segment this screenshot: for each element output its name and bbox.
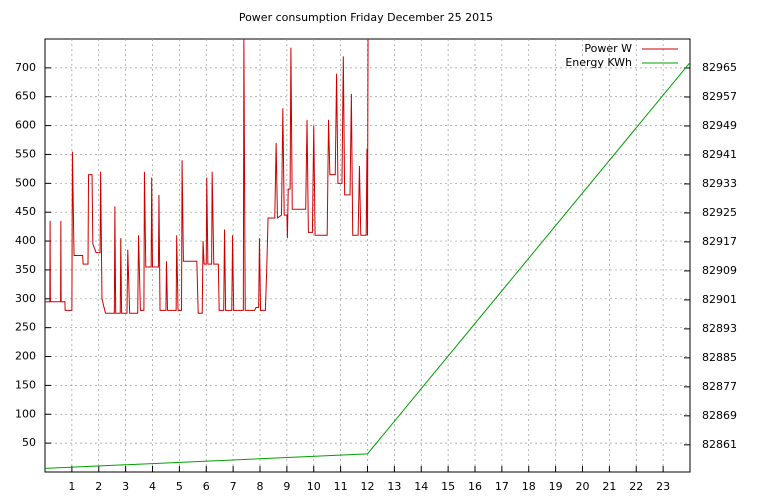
y-tick-label: 600 [15, 119, 36, 132]
x-tick-label: 4 [149, 480, 156, 493]
x-tick-label: 12 [361, 480, 375, 493]
y-tick-label: 150 [15, 378, 36, 391]
x-tick-label: 13 [387, 480, 401, 493]
x-tick-label: 7 [230, 480, 237, 493]
y2-tick-label: 82901 [702, 293, 737, 306]
x-tick-label: 20 [576, 480, 590, 493]
y2-tick-label: 82909 [702, 264, 737, 277]
y2-tick-label: 82893 [702, 322, 737, 335]
x-tick-label: 17 [495, 480, 509, 493]
x-tick-label: 6 [203, 480, 210, 493]
y-tick-label: 100 [15, 407, 36, 420]
x-tick-label: 23 [656, 480, 670, 493]
y2-tick-label: 82861 [702, 438, 737, 451]
y2-tick-label: 82877 [702, 380, 737, 393]
y2-tick-label: 82957 [702, 90, 737, 103]
y2-tick-label: 82885 [702, 351, 737, 364]
x-tick-label: 18 [522, 480, 536, 493]
x-tick-label: 8 [257, 480, 264, 493]
x-tick-label: 1 [68, 480, 75, 493]
y-tick-label: 400 [15, 234, 36, 247]
chart-title: Power consumption Friday December 25 201… [239, 11, 493, 24]
y-tick-label: 550 [15, 147, 36, 160]
series-line [45, 38, 369, 314]
legend-label: Power W [584, 42, 632, 55]
y-tick-label: 350 [15, 263, 36, 276]
x-tick-label: 19 [549, 480, 563, 493]
x-tick-label: 15 [441, 480, 455, 493]
y2-tick-label: 82949 [702, 119, 737, 132]
x-tick-label: 10 [307, 480, 321, 493]
x-tick-label: 9 [283, 480, 290, 493]
y2-tick-label: 82869 [702, 409, 737, 422]
x-tick-label: 14 [414, 480, 428, 493]
x-tick-label: 16 [468, 480, 482, 493]
y2-tick-label: 82965 [702, 61, 737, 74]
legend-label: Energy KWh [565, 56, 632, 69]
y2-tick-label: 82933 [702, 177, 737, 190]
y-tick-label: 500 [15, 176, 36, 189]
y-tick-label: 50 [22, 436, 36, 449]
y-tick-label: 300 [15, 292, 36, 305]
x-tick-label: 3 [122, 480, 129, 493]
x-tick-label: 22 [629, 480, 643, 493]
y-tick-label: 700 [15, 61, 36, 74]
y2-tick-label: 82941 [702, 148, 737, 161]
x-tick-label: 5 [176, 480, 183, 493]
series-line [44, 62, 691, 469]
y-tick-label: 650 [15, 90, 36, 103]
x-tick-label: 2 [95, 480, 102, 493]
y-tick-label: 250 [15, 321, 36, 334]
x-tick-label: 21 [602, 480, 616, 493]
y-tick-label: 200 [15, 350, 36, 363]
x-tick-label: 11 [334, 480, 348, 493]
y2-tick-label: 82917 [702, 235, 737, 248]
y2-tick-label: 82925 [702, 206, 737, 219]
y-tick-label: 450 [15, 205, 36, 218]
